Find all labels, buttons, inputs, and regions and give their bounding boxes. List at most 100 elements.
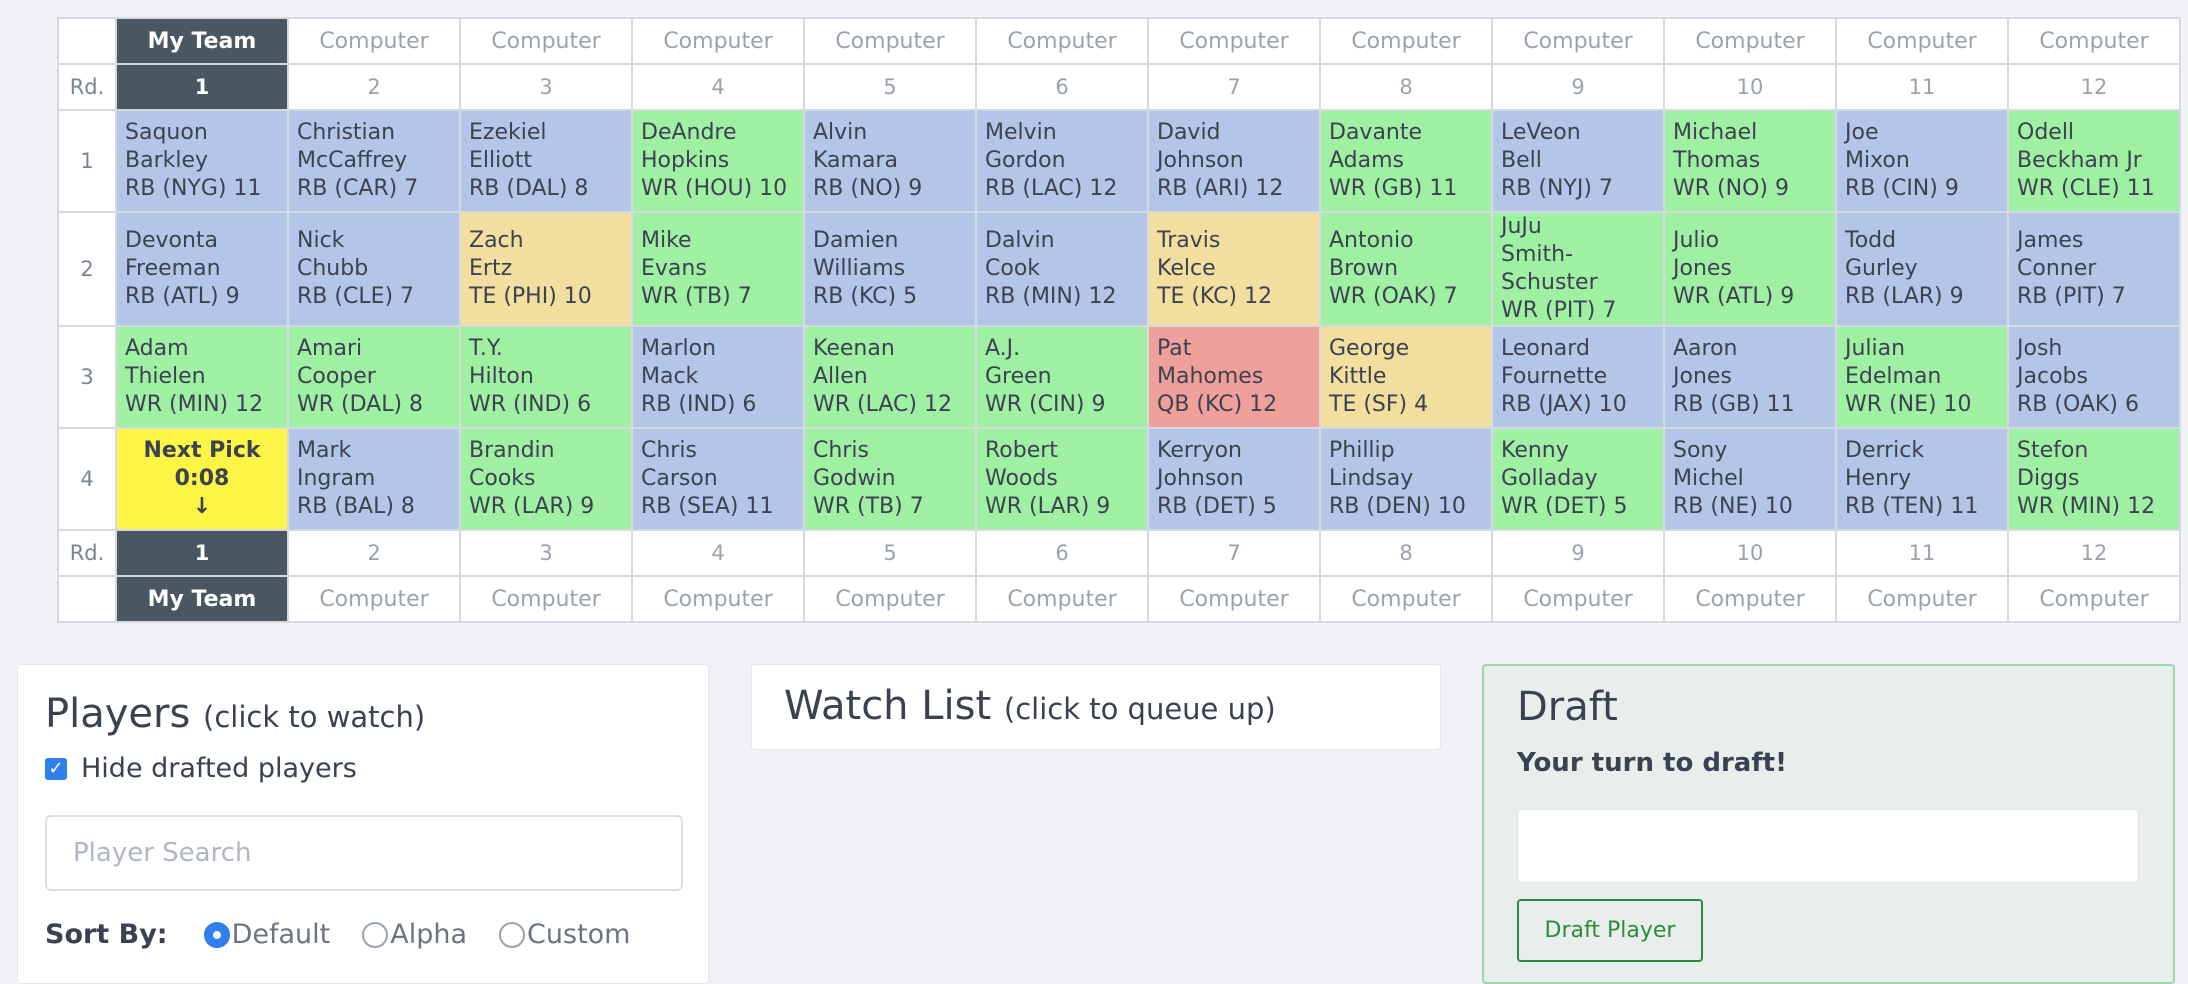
draft-pick-cell[interactable]: Leonard Fournette RB (JAX) 10 [1491,325,1665,429]
draft-pick-cell[interactable]: Chris Carson RB (SEA) 11 [631,427,805,531]
draft-pick-cell[interactable]: Robert Woods WR (LAR) 9 [975,427,1149,531]
draft-pick-cell[interactable]: Mike Evans WR (TB) 7 [631,211,805,327]
player-first-name: Devonta [125,228,219,253]
player-last-name: Brown [1329,256,1399,281]
draft-pick-cell[interactable]: Joe Mixon RB (CIN) 9 [1835,109,2009,213]
team-header: Computer [1663,17,1837,65]
draft-pick-cell[interactable]: Derrick Henry RB (TEN) 11 [1835,427,2009,531]
draft-pick-cell[interactable]: Sony Michel RB (NE) 10 [1663,427,1837,531]
player-first-name: Nick [297,228,345,253]
player-info: WR (GB) 11 [1329,176,1458,201]
sort-options: Sort By: Default Alpha Custom [45,919,663,950]
player-first-name: Joe [1845,120,1879,145]
player-first-name: Keenan [813,336,895,361]
player-last-name: Bell [1501,148,1542,173]
draft-pick-cell[interactable]: Melvin Gordon RB (LAC) 12 [975,109,1149,213]
draft-pick-cell[interactable]: Stefon Diggs WR (MIN) 12 [2007,427,2181,531]
draft-pick-cell[interactable]: Devonta Freeman RB (ATL) 9 [115,211,289,327]
radio-icon[interactable] [362,921,389,948]
draft-pick-cell[interactable]: Davante Adams WR (GB) 11 [1319,109,1493,213]
draft-pick-cell[interactable]: T.Y. Hilton WR (IND) 6 [459,325,633,429]
team-header: Computer [1147,17,1321,65]
player-last-name: Woods [985,466,1058,491]
corner-cell [57,17,117,65]
draft-pick-cell[interactable]: Amari Cooper WR (DAL) 8 [287,325,461,429]
draft-pick-cell[interactable]: Damien Williams RB (KC) 5 [803,211,977,327]
draft-pick-cell[interactable]: DeAndre Hopkins WR (HOU) 10 [631,109,805,213]
player-info: WR (MIN) 12 [125,392,264,417]
player-first-name: Amari [297,336,363,361]
draft-pick-cell[interactable]: Keenan Allen WR (LAC) 12 [803,325,977,429]
draft-pick-cell[interactable]: James Conner RB (PIT) 7 [2007,211,2181,327]
draft-pick-cell[interactable]: Julian Edelman WR (NE) 10 [1835,325,2009,429]
draft-selection-field[interactable] [1517,809,2139,883]
pick-number: 8 [1319,529,1493,577]
player-last-name: Barkley [125,148,209,173]
draft-pick-cell[interactable]: Ezekiel Elliott RB (DAL) 8 [459,109,633,213]
draft-pick-cell[interactable]: Brandin Cooks WR (LAR) 9 [459,427,633,531]
draft-pick-cell[interactable]: Kenny Golladay WR (DET) 5 [1491,427,1665,531]
sort-custom-radio[interactable]: Custom [499,919,631,950]
pick-number: 6 [975,63,1149,111]
sort-default-radio[interactable]: Default [203,919,330,950]
draft-pick-cell[interactable]: Josh Jacobs RB (OAK) 6 [2007,325,2181,429]
player-last-name: Ingram [297,466,376,491]
player-last-name: Mahomes [1157,364,1264,389]
player-info: RB (CAR) 7 [297,176,419,201]
player-first-name: Kenny [1501,438,1569,463]
draft-pick-cell[interactable]: Michael Thomas WR (NO) 9 [1663,109,1837,213]
player-first-name: Pat [1157,336,1192,361]
checkbox-checked-icon[interactable]: ✓ [45,757,67,780]
draft-pick-cell[interactable]: Zach Ertz TE (PHI) 10 [459,211,633,327]
next-pick-cell[interactable]: Next Pick 0:08 ↓ [115,427,289,531]
hide-drafted-toggle[interactable]: ✓ Hide drafted players [45,753,357,784]
draft-pick-cell[interactable]: Mark Ingram RB (BAL) 8 [287,427,461,531]
player-info: TE (SF) 4 [1329,392,1429,417]
player-last-name: Hilton [469,364,534,389]
player-first-name: Chris [813,438,869,463]
sort-alpha-radio[interactable]: Alpha [362,919,467,950]
draft-pick-cell[interactable]: Julio Jones WR (ATL) 9 [1663,211,1837,327]
radio-selected-icon[interactable] [203,921,230,948]
draft-player-button[interactable]: Draft Player [1517,899,1703,962]
player-info: RB (GB) 11 [1673,392,1795,417]
draft-pick-cell[interactable]: Saquon Barkley RB (NYG) 11 [115,109,289,213]
draft-pick-cell[interactable]: Phillip Lindsay RB (DEN) 10 [1319,427,1493,531]
draft-pick-cell[interactable]: Marlon Mack RB (IND) 6 [631,325,805,429]
draft-pick-cell[interactable]: LeVeon Bell RB (NYJ) 7 [1491,109,1665,213]
draft-pick-cell[interactable]: David Johnson RB (ARI) 12 [1147,109,1321,213]
player-info: RB (LAR) 9 [1845,284,1964,309]
player-last-name: Ertz [469,256,513,281]
team-header: Computer [1147,575,1321,623]
draft-pick-cell[interactable]: Alvin Kamara RB (NO) 9 [803,109,977,213]
draft-pick-cell[interactable]: Chris Godwin WR (TB) 7 [803,427,977,531]
player-first-name: Alvin [813,120,868,145]
draft-pick-cell[interactable]: Dalvin Cook RB (MIN) 12 [975,211,1149,327]
draft-pick-cell[interactable]: George Kittle TE (SF) 4 [1319,325,1493,429]
player-search-input[interactable] [45,815,683,891]
radio-icon[interactable] [499,921,526,948]
player-info: WR (MIN) 12 [2017,494,2156,519]
draft-pick-cell[interactable]: Christian McCaffrey RB (CAR) 7 [287,109,461,213]
sort-label: Sort By: [45,919,168,950]
player-info: RB (KC) 5 [813,284,918,309]
draft-pick-cell[interactable]: Nick Chubb RB (CLE) 7 [287,211,461,327]
draft-pick-cell[interactable]: Pat Mahomes QB (KC) 12 [1147,325,1321,429]
draft-pick-cell[interactable]: Travis Kelce TE (KC) 12 [1147,211,1321,327]
pick-number: 5 [803,63,977,111]
draft-pick-cell[interactable]: Antonio Brown WR (OAK) 7 [1319,211,1493,327]
hide-drafted-label: Hide drafted players [81,753,357,784]
player-last-name: Beckham Jr [2017,148,2142,173]
draft-pick-cell[interactable]: Adam Thielen WR (MIN) 12 [115,325,289,429]
player-first-name: Travis [1157,228,1221,253]
draft-pick-cell[interactable]: JuJu Smith- Schuster WR (PIT) 7 [1491,211,1665,327]
player-first-name: Marlon [641,336,717,361]
draft-pick-cell[interactable]: Todd Gurley RB (LAR) 9 [1835,211,2009,327]
draft-pick-cell[interactable]: A.J. Green WR (CIN) 9 [975,325,1149,429]
player-info: RB (MIN) 12 [985,284,1117,309]
draft-pick-cell[interactable]: Aaron Jones RB (GB) 11 [1663,325,1837,429]
draft-pick-cell[interactable]: Kerryon Johnson RB (DET) 5 [1147,427,1321,531]
draft-pick-cell[interactable]: Odell Beckham Jr WR (CLE) 11 [2007,109,2181,213]
player-info: WR (IND) 6 [469,392,592,417]
player-last-name: Cooks [469,466,536,491]
